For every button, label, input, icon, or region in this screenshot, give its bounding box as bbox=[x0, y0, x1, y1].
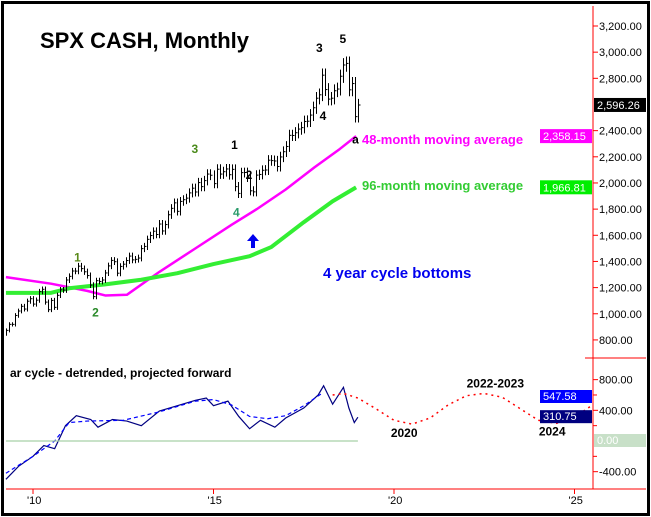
cycle-year-label: 2020 bbox=[391, 426, 418, 440]
y-tick-label: -400.00 bbox=[599, 467, 636, 479]
cycle-year-label: 2024 bbox=[539, 425, 566, 439]
wave-label: 4 bbox=[320, 109, 327, 123]
y-tick-label: 3,200.00 bbox=[599, 21, 642, 33]
wave-label: 5 bbox=[339, 32, 346, 46]
y-tick-label: 800.00 bbox=[599, 375, 633, 387]
cycle-projection-line bbox=[332, 392, 593, 425]
up-arrow-icon bbox=[247, 234, 259, 248]
wave-label: 2 bbox=[92, 305, 99, 319]
cycle-value-box bbox=[540, 390, 592, 404]
ma96-value-box-text: 1,966.81 bbox=[543, 182, 586, 194]
y-tick-label: 2,200.00 bbox=[599, 152, 642, 164]
last-price-box bbox=[594, 97, 646, 112]
x-tick-label: '20 bbox=[388, 495, 402, 507]
ma48-line bbox=[5, 135, 357, 297]
y-tick-label: 1,600.00 bbox=[599, 230, 642, 242]
wave-label: a bbox=[352, 133, 359, 147]
wave-label: 3 bbox=[191, 142, 198, 156]
cycle-line bbox=[5, 384, 359, 480]
cycle-year-label: 2022-2023 bbox=[467, 376, 525, 390]
last-price-box-text: 2,596.26 bbox=[597, 100, 640, 112]
cycle-bottoms-label: 4 year cycle bottoms bbox=[323, 265, 471, 282]
y-tick-label: 400.00 bbox=[599, 405, 633, 417]
x-tick-label: '25 bbox=[569, 495, 583, 507]
y-tick-label: 800.00 bbox=[599, 335, 633, 347]
ma48-value-box-text: 2,358.15 bbox=[543, 131, 586, 143]
chart-title: SPX CASH, Monthly bbox=[40, 28, 250, 53]
cycle-panel-title: ar cycle - detrended, projected forward bbox=[10, 366, 231, 380]
y-tick-label: 1,400.00 bbox=[599, 256, 642, 268]
cycle-value-text: 310.75 bbox=[543, 411, 577, 423]
ma96-label: 96-month moving average bbox=[362, 178, 523, 193]
cycle-value-text: 0.00 bbox=[597, 435, 618, 447]
ma48-label: 48-month moving average bbox=[362, 132, 523, 147]
y-tick-label: 3,000.00 bbox=[599, 47, 642, 59]
y-tick-label: 2,400.00 bbox=[599, 126, 642, 138]
y-tick-label: 1,200.00 bbox=[599, 283, 642, 295]
y-tick-label: 1,000.00 bbox=[599, 309, 642, 321]
wave-label: 1 bbox=[231, 138, 238, 152]
ma96-value-box bbox=[540, 180, 592, 195]
x-tick-label: '15 bbox=[208, 495, 222, 507]
cycle-value-box bbox=[540, 410, 592, 424]
cycle-value-text: 547.58 bbox=[543, 391, 577, 403]
cycle-value-box bbox=[594, 434, 646, 447]
y-tick-label: 2,800.00 bbox=[599, 73, 642, 85]
wave-label: 1 bbox=[74, 250, 81, 264]
cycle-smoothed-line bbox=[5, 392, 323, 474]
ma96-line bbox=[5, 185, 358, 295]
y-tick-label: 1,800.00 bbox=[599, 204, 642, 216]
y-tick-label: 2,000.00 bbox=[599, 178, 642, 190]
x-tick-label: '10 bbox=[27, 495, 41, 507]
ma48-value-box bbox=[540, 129, 592, 144]
wave-label: 3 bbox=[316, 41, 323, 55]
wave-label: 2 bbox=[246, 168, 253, 182]
wave-label: 4 bbox=[233, 205, 240, 219]
